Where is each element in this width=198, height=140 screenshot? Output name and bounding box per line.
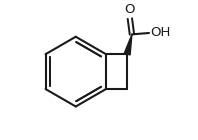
- Text: O: O: [125, 3, 135, 16]
- Text: OH: OH: [150, 26, 170, 39]
- Polygon shape: [124, 34, 132, 55]
